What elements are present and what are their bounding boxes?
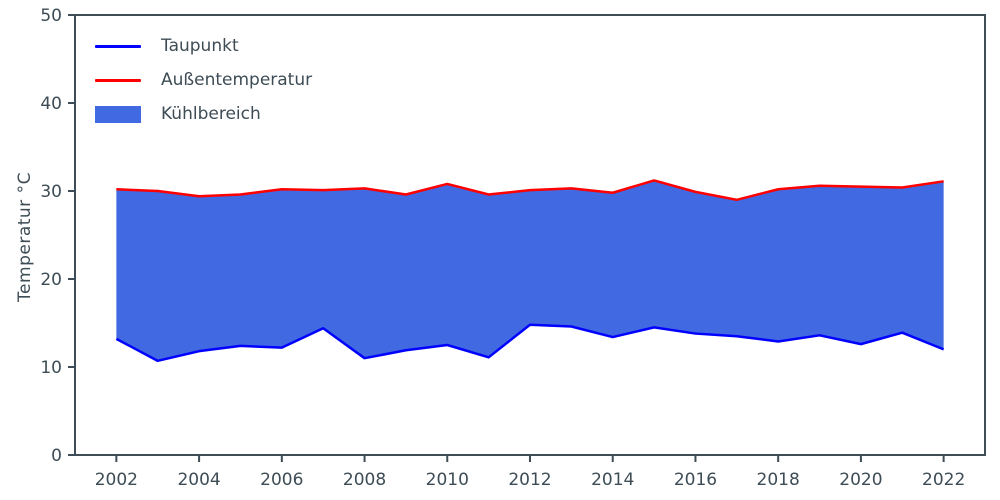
x-tick-label: 2008: [343, 470, 386, 490]
y-tick-label: 10: [40, 358, 62, 378]
x-tick-label: 2014: [591, 470, 634, 490]
x-tick-label: 2016: [674, 470, 717, 490]
y-axis-label: Temperatur °C: [15, 172, 35, 302]
legend-item-aussentemperatur: Außentemperatur: [95, 70, 312, 90]
x-tick-label: 2004: [177, 470, 220, 490]
kuehlbereich-area-fill: [116, 180, 944, 361]
x-tick-label: 2006: [260, 470, 303, 490]
y-tick-label: 40: [40, 94, 62, 114]
legend-item-taupunkt: Taupunkt: [95, 36, 312, 56]
legend-label-taupunkt: Taupunkt: [161, 36, 239, 56]
taupunkt-line-swatch: [95, 44, 141, 48]
aussentemperatur-line-swatch: [95, 78, 141, 82]
y-tick-label: 30: [40, 182, 62, 202]
x-tick-label: 2012: [508, 470, 551, 490]
taupunkt-line: [115, 323, 945, 363]
y-tick-label: 20: [40, 270, 62, 290]
legend-label-aussentemperatur: Außentemperatur: [161, 70, 313, 90]
x-tick-label: 2022: [922, 470, 965, 490]
y-tick-label: 50: [40, 6, 62, 26]
x-tick-label: 2018: [757, 470, 800, 490]
kuehlbereich-fill-swatch: [95, 105, 141, 123]
legend-item-kuehlbereich: Kühlbereich: [95, 104, 312, 124]
x-tick-label: 2010: [426, 470, 469, 490]
x-tick-label: 2002: [95, 470, 138, 490]
aussentemperatur-line: [116, 179, 944, 202]
chart-legend: Taupunkt Außentemperatur Kühlbereich: [95, 36, 312, 124]
x-tick-label: 2020: [839, 470, 882, 490]
legend-label-kuehlbereich: Kühlbereich: [161, 104, 261, 124]
y-tick-label: 0: [51, 446, 62, 466]
